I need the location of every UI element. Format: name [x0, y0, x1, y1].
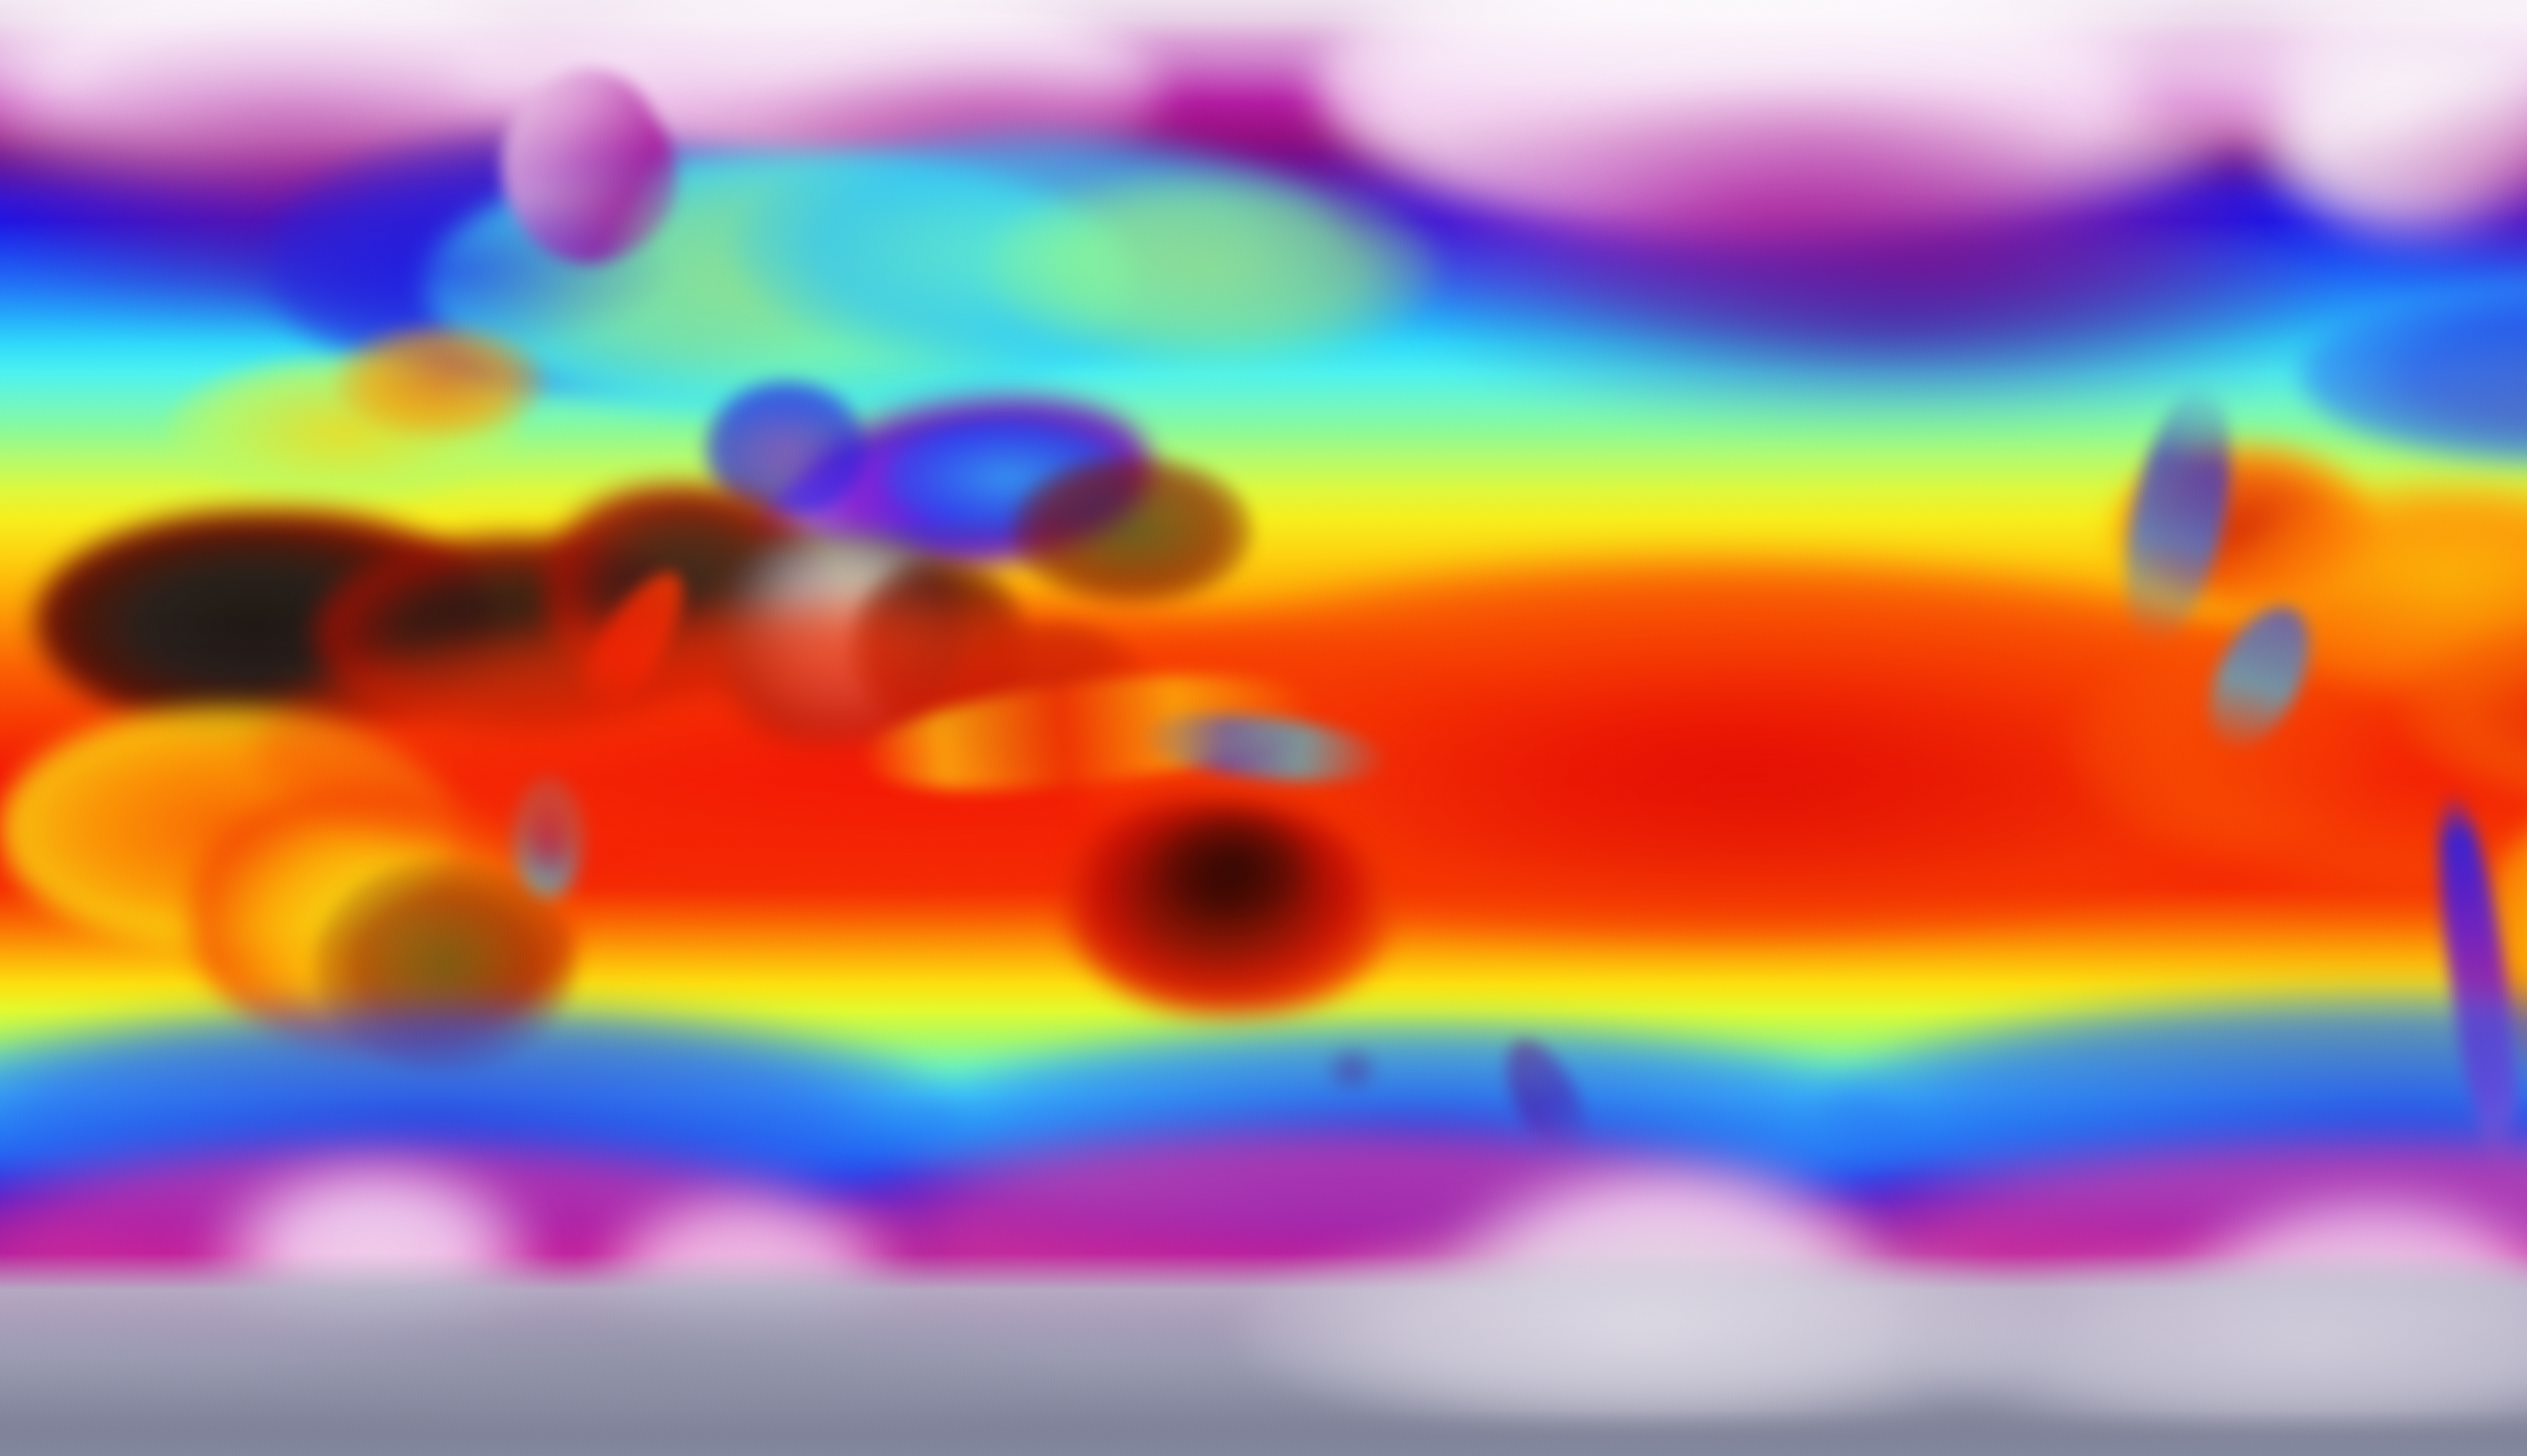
eurasia-landmass-layer: [167, 45, 1440, 505]
temperature-map-canvas: [0, 0, 2527, 1456]
australia-layer: [1066, 799, 1603, 1169]
antarctica-layer: [0, 1223, 2527, 1456]
north-america-layer: [2106, 283, 2527, 809]
texture-overlay: [0, 0, 2527, 1456]
